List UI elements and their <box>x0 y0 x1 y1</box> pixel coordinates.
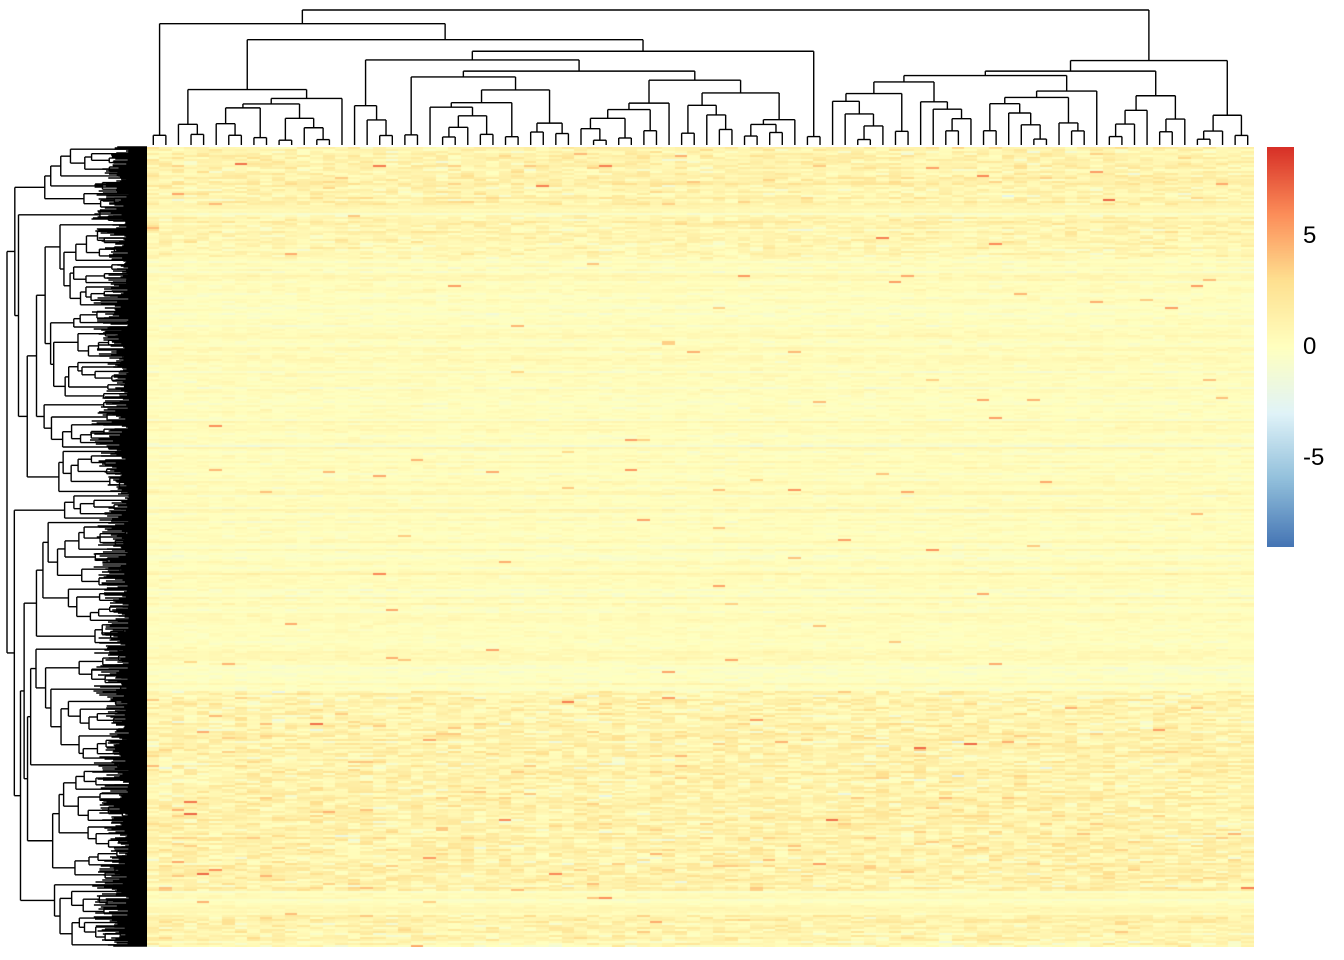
color-legend-tick-label: 5 <box>1303 221 1317 249</box>
color-legend-tick-label: -5 <box>1303 444 1325 472</box>
color-legend-bar <box>1267 147 1294 547</box>
heatmap-matrix <box>147 147 1254 947</box>
color-legend-tick-label: 0 <box>1303 333 1317 360</box>
